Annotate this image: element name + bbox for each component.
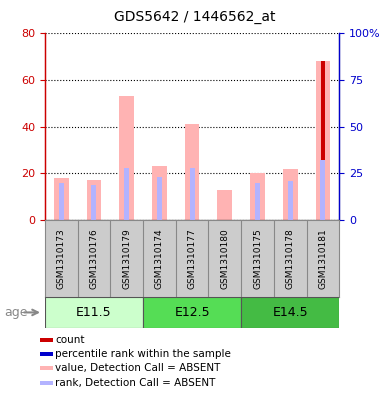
Bar [250, 173, 265, 220]
Bar [119, 96, 134, 220]
Bar [316, 61, 330, 220]
Bar [59, 183, 64, 220]
Text: E11.5: E11.5 [76, 306, 112, 319]
Text: GSM1310176: GSM1310176 [89, 228, 98, 289]
Bar [40, 352, 53, 356]
Bar [288, 181, 292, 220]
Text: GSM1310174: GSM1310174 [155, 228, 164, 289]
Bar [40, 381, 53, 385]
Bar [92, 185, 96, 220]
Text: GDS5642 / 1446562_at: GDS5642 / 1446562_at [114, 9, 276, 24]
Text: E14.5: E14.5 [272, 306, 308, 319]
Text: E12.5: E12.5 [174, 306, 210, 319]
Text: percentile rank within the sample: percentile rank within the sample [55, 349, 231, 359]
Bar [241, 297, 339, 328]
Bar [124, 168, 129, 220]
Text: value, Detection Call = ABSENT: value, Detection Call = ABSENT [55, 364, 221, 373]
Bar [321, 160, 325, 220]
Text: GSM1310179: GSM1310179 [122, 228, 131, 289]
Bar [152, 166, 167, 220]
Text: GSM1310173: GSM1310173 [57, 228, 66, 289]
Bar [40, 366, 53, 370]
Text: GSM1310180: GSM1310180 [220, 228, 229, 289]
Bar [218, 190, 232, 220]
Text: GSM1310177: GSM1310177 [188, 228, 197, 289]
Bar [45, 297, 143, 328]
Text: age: age [4, 306, 27, 319]
Bar [87, 180, 101, 220]
Text: count: count [55, 335, 85, 345]
Bar [185, 125, 199, 220]
Text: rank, Detection Call = ABSENT: rank, Detection Call = ABSENT [55, 378, 216, 387]
Text: GSM1310175: GSM1310175 [253, 228, 262, 289]
Bar [54, 178, 69, 220]
Text: GSM1310178: GSM1310178 [286, 228, 295, 289]
Bar [143, 297, 241, 328]
Bar [255, 183, 260, 220]
Bar [157, 177, 162, 220]
Bar [190, 168, 195, 220]
Bar [40, 338, 53, 342]
Bar [321, 61, 325, 220]
Text: GSM1310181: GSM1310181 [319, 228, 328, 289]
Bar [283, 169, 298, 220]
